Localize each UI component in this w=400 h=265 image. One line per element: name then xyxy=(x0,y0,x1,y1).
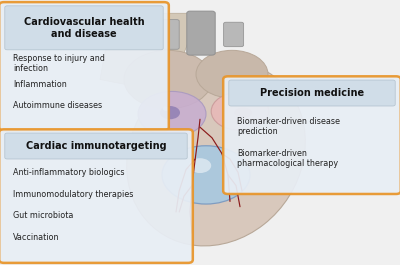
Polygon shape xyxy=(100,13,200,93)
Text: Cardiovascular health
and disease: Cardiovascular health and disease xyxy=(24,17,144,39)
Text: Vaccination: Vaccination xyxy=(13,233,59,242)
FancyBboxPatch shape xyxy=(187,11,215,55)
Text: Response to injury and
infection: Response to injury and infection xyxy=(13,54,105,73)
Ellipse shape xyxy=(124,50,212,109)
Circle shape xyxy=(189,158,211,173)
Circle shape xyxy=(211,92,269,130)
Text: Inflammation: Inflammation xyxy=(13,80,66,89)
Text: Biomarker-driven
pharmacological therapy: Biomarker-driven pharmacological therapy xyxy=(237,149,338,168)
FancyBboxPatch shape xyxy=(5,6,163,50)
FancyBboxPatch shape xyxy=(0,2,169,130)
FancyBboxPatch shape xyxy=(224,22,244,47)
Circle shape xyxy=(138,91,206,136)
FancyBboxPatch shape xyxy=(0,129,193,263)
Text: Autoimmune diseases: Autoimmune diseases xyxy=(13,101,102,110)
Circle shape xyxy=(163,107,169,111)
FancyBboxPatch shape xyxy=(229,80,395,106)
FancyBboxPatch shape xyxy=(158,20,179,49)
Ellipse shape xyxy=(127,61,305,246)
Text: Immunomodulatory therapies: Immunomodulatory therapies xyxy=(13,190,133,199)
FancyBboxPatch shape xyxy=(223,76,400,194)
Text: Anti-inflammatory biologics: Anti-inflammatory biologics xyxy=(13,169,124,178)
Text: Gut microbiota: Gut microbiota xyxy=(13,211,73,220)
Text: Precision medicine: Precision medicine xyxy=(260,88,364,98)
Circle shape xyxy=(162,146,250,204)
Circle shape xyxy=(160,106,180,119)
FancyBboxPatch shape xyxy=(5,133,187,159)
Text: Cardiac immunotargeting: Cardiac immunotargeting xyxy=(26,141,166,151)
Ellipse shape xyxy=(196,50,268,98)
Text: Biomarker-driven disease
prediction: Biomarker-driven disease prediction xyxy=(237,117,340,136)
Ellipse shape xyxy=(234,108,252,118)
